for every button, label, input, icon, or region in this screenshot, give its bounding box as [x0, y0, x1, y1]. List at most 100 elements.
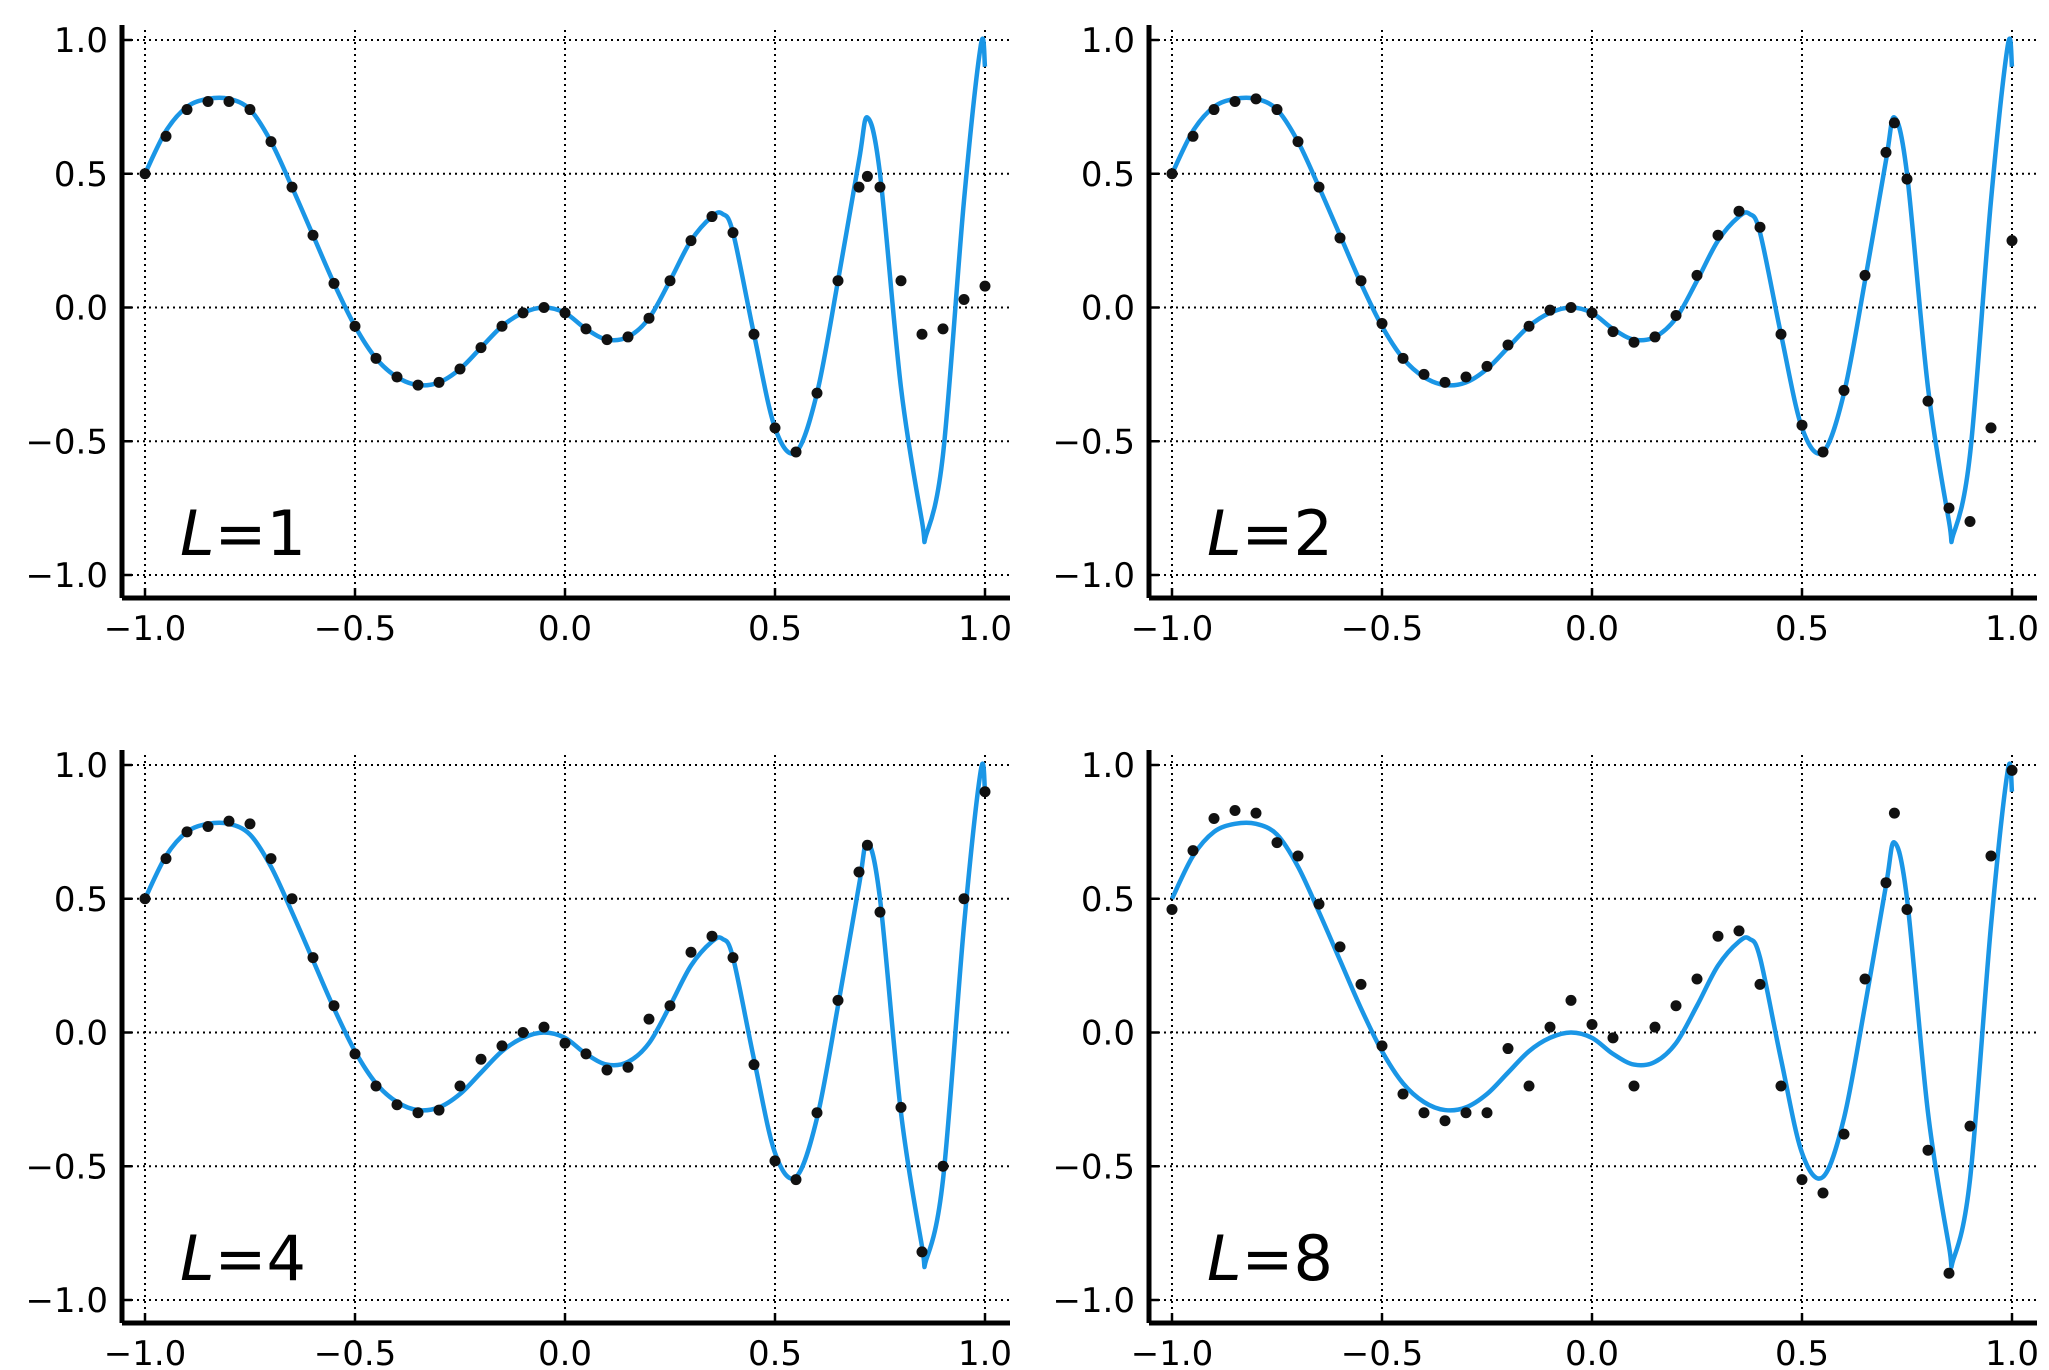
data-point	[1250, 93, 1262, 105]
data-point	[370, 352, 382, 364]
x-tick-label: 1.0	[958, 609, 1012, 649]
data-point	[1481, 360, 1493, 372]
data-point	[496, 1040, 508, 1052]
data-point	[811, 1107, 823, 1119]
data-point	[1187, 130, 1199, 142]
data-point	[412, 1107, 424, 1119]
data-point	[1523, 1080, 1535, 1092]
data-point	[1628, 336, 1640, 348]
data-point	[1922, 1144, 1934, 1156]
data-point	[1523, 320, 1535, 332]
data-point	[1166, 903, 1178, 915]
data-point	[706, 930, 718, 942]
data-point	[916, 1246, 928, 1258]
data-point	[1922, 395, 1934, 407]
data-point	[1964, 516, 1976, 527]
data-point	[1418, 1107, 1430, 1119]
y-tick-label: 1.0	[1081, 746, 1135, 786]
y-tick-label: 1.0	[1081, 21, 1135, 61]
data-point	[769, 422, 781, 434]
x-tick-label: −0.5	[314, 609, 397, 649]
data-point	[370, 1080, 382, 1092]
data-point	[454, 363, 466, 375]
data-point	[1439, 376, 1451, 388]
data-point	[538, 1021, 550, 1033]
data-point	[2006, 235, 2018, 247]
data-point	[1649, 331, 1661, 343]
x-tick-label: 0.0	[538, 1334, 592, 1370]
y-tick-label: 1.0	[54, 746, 108, 786]
data-point	[244, 104, 256, 116]
data-point	[1292, 850, 1304, 862]
data-point	[1888, 807, 1900, 819]
data-point	[1775, 1080, 1787, 1092]
data-point	[412, 379, 424, 391]
data-point	[307, 229, 319, 241]
data-point	[265, 853, 277, 865]
panel-label-variable: L	[1207, 497, 1242, 570]
data-point	[1943, 1267, 1955, 1279]
data-point	[1888, 117, 1900, 129]
data-point	[1313, 898, 1325, 910]
data-point	[286, 181, 298, 193]
data-point	[1817, 446, 1829, 458]
data-point	[475, 1053, 487, 1065]
y-tick-label: −0.5	[25, 422, 108, 462]
data-point	[349, 1048, 361, 1060]
data-point	[1271, 837, 1283, 849]
data-point	[1250, 807, 1262, 819]
reference-curve	[1169, 761, 2015, 1270]
panel-label-variable: L	[1207, 1222, 1242, 1295]
x-tick-label: 1.0	[958, 1334, 1012, 1370]
data-point	[664, 1000, 676, 1012]
data-point	[1586, 307, 1598, 319]
data-point	[1796, 1174, 1808, 1186]
y-tick-label: 0.5	[54, 880, 108, 920]
data-point	[1229, 96, 1241, 108]
y-tick-label: 0.5	[54, 155, 108, 195]
y-tick-label: −1.0	[25, 1281, 108, 1321]
data-point	[643, 312, 655, 324]
data-point	[1460, 371, 1472, 383]
data-point	[1670, 1000, 1682, 1012]
y-tick-label: 0.0	[1081, 1014, 1135, 1054]
data-point	[1670, 310, 1682, 322]
x-tick-label: −1.0	[1131, 1334, 1214, 1370]
data-point	[769, 1155, 781, 1167]
data-point	[1502, 339, 1514, 351]
data-point	[160, 130, 172, 142]
data-point	[1229, 804, 1241, 816]
data-point	[1397, 1088, 1409, 1100]
data-point	[1733, 925, 1745, 937]
y-tick-label: −0.5	[1052, 1147, 1135, 1187]
panel-3: −1.0 −1.0 −0.5 −0.5 0.0 0.0 0.5 0.5 1.0 1.0 L=4	[25, 746, 1012, 1370]
data-point	[1985, 850, 1997, 862]
data-point	[1334, 232, 1346, 244]
data-point	[1544, 1021, 1556, 1033]
data-point	[391, 371, 403, 383]
data-point	[790, 446, 802, 458]
data-point	[1691, 269, 1703, 281]
panel-label-value: =2	[1242, 497, 1333, 570]
data-point	[244, 818, 256, 830]
y-tick-label: 0.5	[1081, 880, 1135, 920]
data-point	[664, 275, 676, 287]
panel-label-variable: L	[180, 1222, 215, 1295]
data-point	[328, 277, 340, 289]
data-point	[139, 893, 151, 905]
data-point	[181, 826, 193, 838]
data-point	[861, 839, 873, 851]
data-point	[1712, 229, 1724, 241]
panel-label-value: =8	[1242, 1222, 1333, 1295]
data-point	[979, 786, 991, 798]
data-point	[1880, 877, 1892, 889]
data-point	[979, 280, 991, 292]
data-point	[1502, 1043, 1514, 1055]
x-tick-label: 0.0	[538, 609, 592, 649]
x-tick-label: 1.0	[1985, 609, 2039, 649]
data-point	[181, 104, 193, 116]
data-point	[937, 323, 949, 335]
data-point	[895, 1101, 907, 1113]
y-tick-label: 0.5	[1081, 155, 1135, 195]
data-point	[160, 853, 172, 865]
